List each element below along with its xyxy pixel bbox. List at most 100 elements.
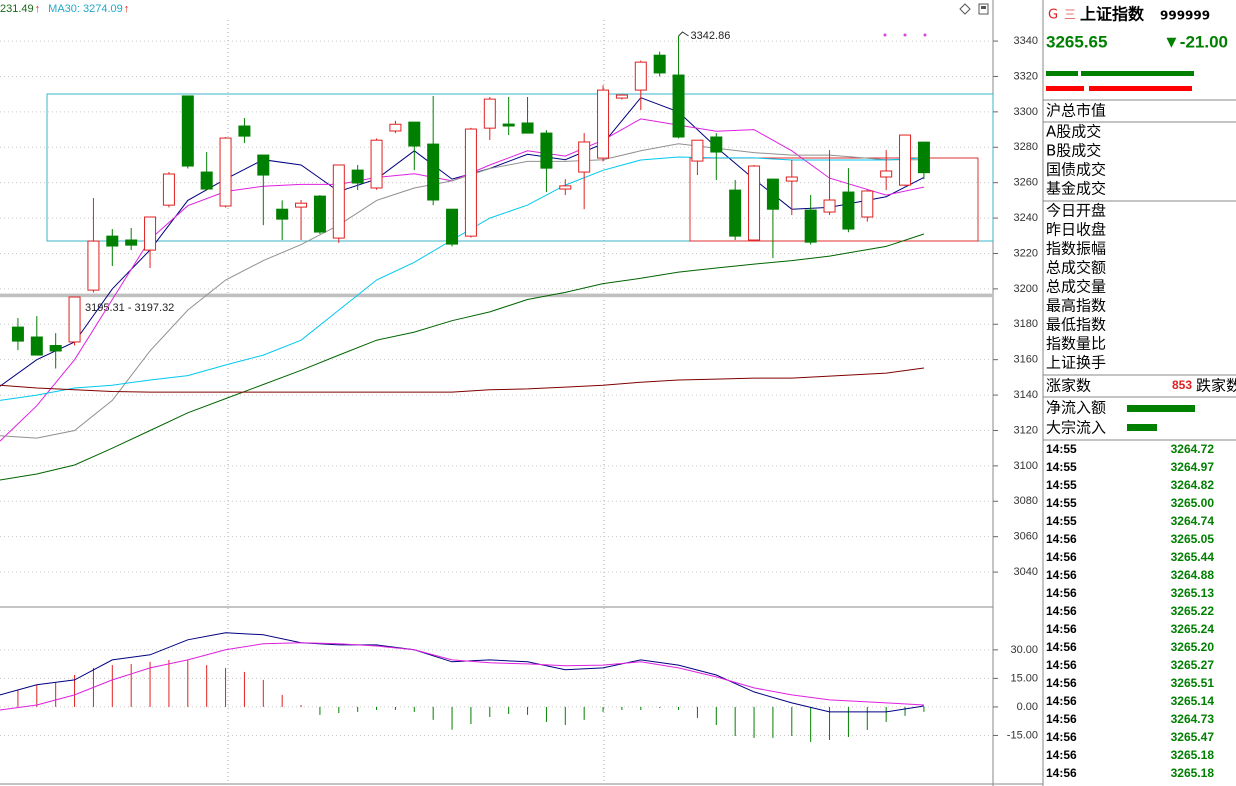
y-tick-label: 3120 xyxy=(1014,424,1038,436)
field-label: 沪总市值 xyxy=(1046,102,1106,120)
y-tick-label: 3160 xyxy=(1014,354,1038,366)
candle-body xyxy=(427,143,440,201)
tick-price: 3265.18 xyxy=(1171,748,1215,762)
ratio-bar xyxy=(1089,86,1192,91)
y-tick-label: 0.00 xyxy=(1017,701,1038,713)
candle-body xyxy=(370,139,383,189)
flow-bar xyxy=(1127,405,1195,412)
candle-body xyxy=(823,199,836,213)
tick-price: 3264.72 xyxy=(1171,442,1215,456)
legend-value: MA30: 3274.09 xyxy=(48,3,123,15)
candle-body xyxy=(332,164,345,239)
candle-body xyxy=(313,195,326,233)
marker-dot xyxy=(903,33,907,37)
candle-body xyxy=(219,137,232,207)
candle-body xyxy=(559,185,572,190)
candle-body xyxy=(11,326,24,342)
tick-time: 14:56 xyxy=(1046,604,1077,618)
tool-icon[interactable] xyxy=(959,3,971,15)
tick-time: 14:56 xyxy=(1046,676,1077,690)
legend-arrow: ↑ xyxy=(124,3,130,15)
candle-body xyxy=(521,122,534,134)
tick-price: 3265.22 xyxy=(1171,604,1215,618)
candle-body xyxy=(785,176,798,182)
y-tick-label: 30.00 xyxy=(1010,644,1038,656)
candle-body xyxy=(238,125,251,137)
candle-body xyxy=(162,173,175,206)
field-label: 指数量比 xyxy=(1046,335,1106,353)
field-label: 基金成交 xyxy=(1046,180,1106,198)
y-tick-label: 3180 xyxy=(1014,318,1038,330)
y-tick-label: 3240 xyxy=(1014,212,1038,224)
y-tick-label: 3340 xyxy=(1014,35,1038,47)
field-label: 总成交额 xyxy=(1046,259,1106,277)
tick-time: 14:56 xyxy=(1046,532,1077,546)
candle-body xyxy=(181,95,194,167)
candle-body xyxy=(446,208,459,245)
tick-time: 14:56 xyxy=(1046,568,1077,582)
candle-body xyxy=(144,216,157,251)
tick-price: 3265.27 xyxy=(1171,658,1215,672)
candle-body xyxy=(880,170,893,178)
tick-price: 3265.14 xyxy=(1171,694,1215,708)
band-label: 3195.31 - 3197.32 xyxy=(85,302,174,314)
ratio-bar xyxy=(1046,86,1084,91)
ma-line xyxy=(0,642,924,711)
ratio-bar xyxy=(1081,71,1194,76)
tick-price: 3265.20 xyxy=(1171,640,1215,654)
legend-arrow: ↑ xyxy=(35,3,41,15)
field-label: 国债成交 xyxy=(1046,161,1106,179)
flow-bar xyxy=(1127,424,1157,431)
tick-time: 14:56 xyxy=(1046,640,1077,654)
tick-price: 3264.97 xyxy=(1171,460,1215,474)
candle-body xyxy=(615,94,628,99)
candle-body xyxy=(87,240,100,291)
marker-dot xyxy=(923,33,927,37)
tick-time: 14:56 xyxy=(1046,622,1077,636)
candle-body xyxy=(691,139,704,162)
y-tick-label: 3220 xyxy=(1014,247,1038,259)
tick-time: 14:56 xyxy=(1046,766,1077,780)
candle-body xyxy=(464,128,477,237)
y-tick-label: 3200 xyxy=(1014,283,1038,295)
tick-time: 14:55 xyxy=(1046,442,1077,456)
tick-time: 14:56 xyxy=(1046,586,1077,600)
candle-body xyxy=(653,54,666,74)
field-label: 上证换手 xyxy=(1046,354,1106,372)
tick-time: 14:56 xyxy=(1046,712,1077,726)
drawn-box xyxy=(689,157,979,242)
candle-body xyxy=(257,154,270,176)
tick-time: 14:55 xyxy=(1046,514,1077,528)
tool-icon xyxy=(981,6,986,9)
change: ▼-21.00 xyxy=(1163,32,1228,51)
candle-body xyxy=(917,141,930,174)
candle-body xyxy=(502,123,515,127)
icon-menu[interactable]: 三 xyxy=(1064,8,1076,22)
y-tick-label: -15.00 xyxy=(1007,729,1038,741)
tick-price: 3265.24 xyxy=(1171,622,1215,636)
tick-price: 3264.73 xyxy=(1171,712,1215,726)
price: 3265.65 xyxy=(1046,32,1107,51)
tick-price: 3265.05 xyxy=(1171,532,1215,546)
ma-line xyxy=(0,233,925,481)
tick-price: 3265.13 xyxy=(1171,586,1215,600)
field-label: B股成交 xyxy=(1046,142,1101,160)
candle-body xyxy=(766,178,779,210)
candle-body xyxy=(672,74,685,138)
tick-time: 14:56 xyxy=(1046,748,1077,762)
tick-time: 14:55 xyxy=(1046,496,1077,510)
icon-g[interactable]: G xyxy=(1048,8,1058,23)
index-name: 上证指数 xyxy=(1080,5,1145,24)
candle-body xyxy=(408,121,421,147)
candle-body xyxy=(597,89,610,159)
ma-line xyxy=(0,632,924,713)
price-band xyxy=(0,293,993,298)
field-label: A股成交 xyxy=(1046,123,1101,141)
legend-value: 231.49 xyxy=(0,3,34,15)
candle-body xyxy=(125,239,138,246)
tick-price: 3265.18 xyxy=(1171,766,1215,780)
tick-time: 14:56 xyxy=(1046,658,1077,672)
y-tick-label: 3300 xyxy=(1014,106,1038,118)
tool-icon[interactable] xyxy=(978,3,989,15)
candle-body xyxy=(106,235,119,247)
